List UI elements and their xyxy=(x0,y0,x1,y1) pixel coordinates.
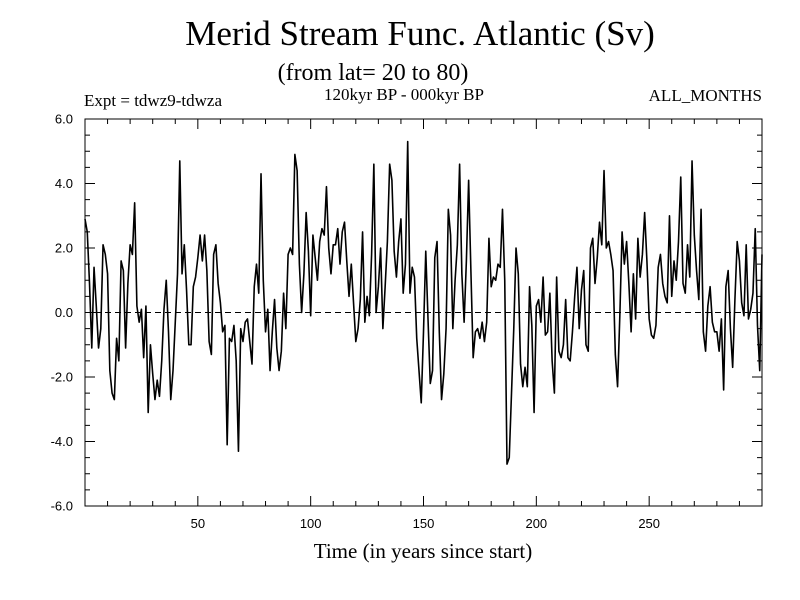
period-label: 120kyr BP - 000kyr BP xyxy=(324,85,484,104)
series-line xyxy=(84,140,763,465)
x-tick-labels: 50 100 150 200 250 xyxy=(191,516,660,531)
y-tick-label: 2.0 xyxy=(55,241,73,256)
chart-subtitle: (from lat= 20 to 80) xyxy=(277,60,469,86)
x-tick-label: 50 xyxy=(191,516,205,531)
y-tick-label: -4.0 xyxy=(51,434,73,449)
plot-frame xyxy=(84,118,763,507)
y-tick-label: -6.0 xyxy=(51,499,73,514)
x-tick-label: 100 xyxy=(300,516,322,531)
chart-title: Merid Stream Func. Atlantic (Sv) xyxy=(185,14,655,53)
experiment-label: Expt = tdwz9-tdwza xyxy=(84,91,222,110)
x-tick-label: 150 xyxy=(413,516,435,531)
y-tick-label: 6.0 xyxy=(55,112,73,127)
y-tick-label: 0.0 xyxy=(55,305,73,320)
x-axis-label: Time (in years since start) xyxy=(313,539,533,563)
months-label: ALL_MONTHS xyxy=(648,86,762,105)
y-tick-labels: -6.0 -4.0 -2.0 0.0 2.0 4.0 6.0 xyxy=(51,112,73,514)
x-tick-label: 200 xyxy=(525,516,547,531)
x-tick-label: 250 xyxy=(638,516,660,531)
minor-ticks xyxy=(85,119,762,506)
y-tick-label: 4.0 xyxy=(55,176,73,191)
y-tick-label: -2.0 xyxy=(51,370,73,385)
